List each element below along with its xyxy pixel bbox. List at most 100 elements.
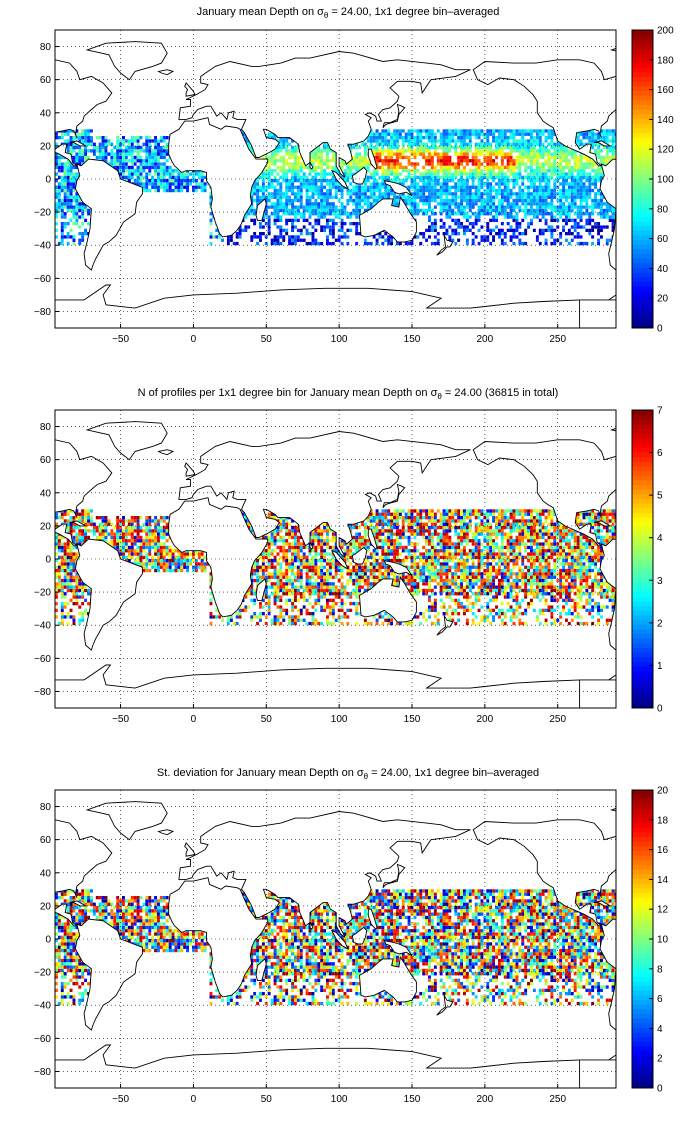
data-cell bbox=[579, 165, 583, 170]
data-cell bbox=[250, 238, 254, 242]
data-cell bbox=[614, 208, 616, 213]
data-cell bbox=[591, 205, 595, 209]
data-cell bbox=[468, 142, 472, 146]
data-cell bbox=[465, 172, 469, 176]
data-cell bbox=[605, 202, 609, 206]
data-cell bbox=[63, 568, 67, 573]
data-cell bbox=[600, 228, 603, 233]
data-cell bbox=[154, 155, 158, 160]
data-cell bbox=[404, 139, 408, 143]
data-cell bbox=[570, 152, 574, 156]
data-cell bbox=[451, 228, 455, 233]
data-cell bbox=[468, 205, 472, 209]
data-cell bbox=[506, 212, 510, 216]
data-cell bbox=[425, 198, 429, 203]
data-cell bbox=[162, 188, 166, 193]
data-cell bbox=[457, 195, 461, 199]
x-tick-label: −50 bbox=[112, 334, 129, 345]
data-cell bbox=[410, 175, 414, 180]
data-cell bbox=[570, 155, 574, 160]
data-cell bbox=[84, 159, 88, 163]
data-cell bbox=[585, 179, 589, 183]
data-cell bbox=[110, 149, 114, 153]
data-cell bbox=[63, 225, 67, 229]
data-cell bbox=[544, 172, 548, 176]
data-cell bbox=[57, 582, 61, 586]
data-cell bbox=[565, 215, 568, 219]
colorbar-tick-label: 120 bbox=[657, 145, 674, 156]
data-cell bbox=[349, 228, 353, 233]
x-tick-label: 200 bbox=[477, 334, 494, 345]
data-cell bbox=[296, 179, 300, 183]
data-cell bbox=[500, 192, 504, 196]
data-cell bbox=[582, 205, 586, 209]
data-cell bbox=[285, 228, 289, 233]
data-cell bbox=[535, 212, 539, 216]
data-cell bbox=[448, 172, 452, 176]
colorbar-swatch bbox=[632, 179, 653, 185]
data-cell bbox=[556, 198, 560, 203]
data-cell bbox=[588, 165, 592, 170]
data-cell bbox=[378, 232, 382, 236]
data-cell bbox=[326, 208, 329, 213]
data-cell bbox=[194, 182, 198, 186]
data-cell bbox=[311, 232, 315, 236]
data-cell bbox=[355, 192, 359, 196]
colorbar-tick-label: 20 bbox=[657, 294, 669, 305]
data-cell bbox=[340, 185, 344, 189]
data-cell bbox=[463, 232, 466, 236]
data-cell bbox=[541, 192, 545, 196]
data-cell bbox=[416, 188, 420, 193]
data-cell bbox=[500, 139, 504, 143]
data-cell bbox=[463, 205, 466, 209]
data-cell bbox=[285, 212, 289, 216]
data-cell bbox=[611, 139, 615, 143]
data-cell bbox=[532, 202, 536, 206]
data-cell bbox=[267, 218, 271, 223]
data-cell bbox=[294, 215, 297, 219]
data-cell bbox=[433, 205, 437, 209]
data-cell bbox=[311, 149, 315, 153]
data-cell bbox=[375, 238, 379, 242]
data-cell bbox=[567, 195, 571, 199]
data-cell bbox=[518, 142, 522, 146]
data-cell bbox=[296, 172, 300, 176]
data-cell bbox=[559, 215, 563, 219]
data-cell bbox=[276, 238, 280, 242]
data-cell bbox=[550, 165, 554, 170]
data-cell bbox=[387, 132, 391, 136]
data-cell bbox=[436, 139, 440, 143]
data-cell bbox=[559, 155, 563, 160]
data-cell bbox=[273, 241, 277, 246]
data-cell bbox=[159, 145, 163, 150]
data-cell bbox=[439, 142, 443, 146]
data-cell bbox=[597, 232, 601, 236]
data-cell bbox=[489, 185, 493, 189]
colorbar-tick-label: 180 bbox=[657, 55, 674, 66]
data-cell bbox=[524, 212, 528, 216]
data-cell bbox=[611, 149, 615, 153]
data-cell bbox=[177, 179, 181, 183]
data-cell bbox=[72, 602, 76, 606]
data-cell bbox=[75, 598, 79, 603]
data-cell bbox=[442, 182, 446, 186]
data-cell bbox=[565, 159, 568, 163]
data-cell bbox=[291, 212, 295, 216]
data-cell bbox=[445, 149, 449, 153]
data-cell bbox=[530, 218, 533, 223]
data-cell bbox=[55, 565, 58, 569]
colorbar-swatch bbox=[632, 155, 653, 161]
data-cell bbox=[288, 169, 292, 173]
data-cell bbox=[541, 132, 545, 136]
data-cell bbox=[602, 129, 606, 133]
data-cell bbox=[570, 238, 574, 242]
data-cell bbox=[267, 159, 271, 163]
data-cell bbox=[512, 159, 516, 163]
data-cell bbox=[445, 195, 449, 199]
data-cell bbox=[451, 195, 455, 199]
data-cell bbox=[95, 529, 99, 533]
data-cell bbox=[168, 172, 172, 176]
data-cell bbox=[358, 198, 362, 203]
data-cell bbox=[361, 198, 364, 203]
data-cell bbox=[509, 202, 513, 206]
